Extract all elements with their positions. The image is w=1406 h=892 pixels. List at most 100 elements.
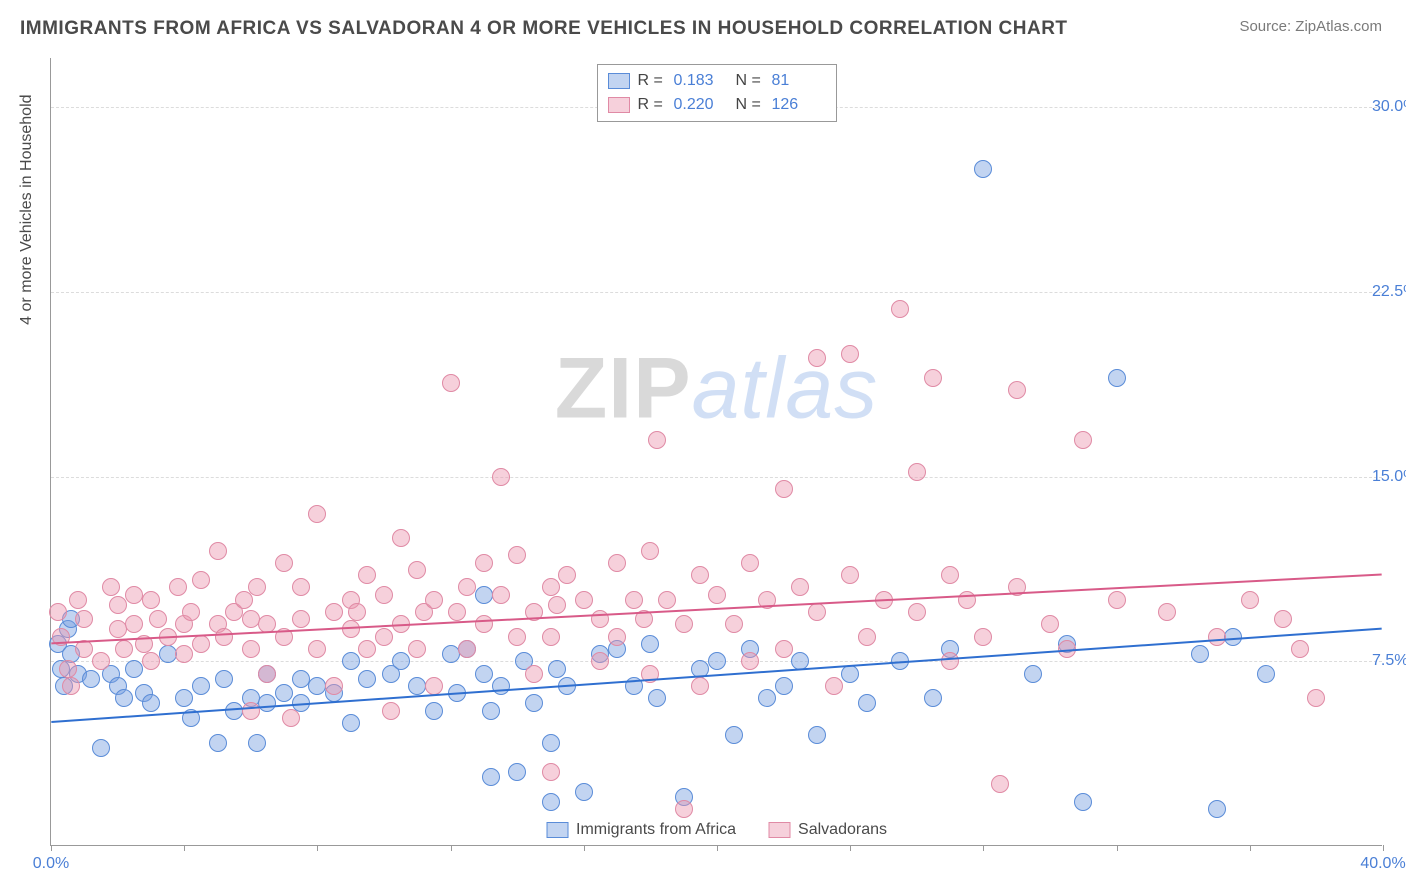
data-point <box>282 709 300 727</box>
data-point <box>275 684 293 702</box>
data-point <box>508 628 526 646</box>
r-label: R = <box>638 69 666 93</box>
data-point <box>758 591 776 609</box>
data-point <box>482 768 500 786</box>
data-point <box>242 640 260 658</box>
data-point <box>358 566 376 584</box>
data-point <box>115 640 133 658</box>
data-point <box>924 689 942 707</box>
data-point <box>192 635 210 653</box>
correlation-legend: R = 0.183 N = 81 R = 0.220 N = 126 <box>597 64 837 122</box>
n-label: N = <box>736 69 764 93</box>
gridline <box>51 661 1382 662</box>
data-point <box>109 620 127 638</box>
data-point <box>275 554 293 572</box>
data-point <box>725 726 743 744</box>
swatch-africa-icon <box>546 822 568 838</box>
data-point <box>1158 603 1176 621</box>
x-tick-label: 40.0% <box>1360 855 1405 873</box>
data-point <box>1291 640 1309 658</box>
watermark-atlas: atlas <box>692 340 879 436</box>
x-tick-mark <box>850 845 851 851</box>
data-point <box>82 670 100 688</box>
data-point <box>575 783 593 801</box>
data-point <box>135 635 153 653</box>
x-tick-mark <box>1383 845 1384 851</box>
data-point <box>392 529 410 547</box>
data-point <box>558 677 576 695</box>
data-point <box>275 628 293 646</box>
data-point <box>625 591 643 609</box>
data-point <box>525 694 543 712</box>
data-point <box>258 615 276 633</box>
data-point <box>492 586 510 604</box>
data-point <box>525 665 543 683</box>
data-point <box>542 793 560 811</box>
data-point <box>708 586 726 604</box>
data-point <box>75 610 93 628</box>
y-tick-label: 30.0% <box>1372 98 1406 116</box>
data-point <box>542 734 560 752</box>
data-point <box>225 702 243 720</box>
data-point <box>1058 635 1076 653</box>
data-point <box>392 615 410 633</box>
n-value-salvadorans: 126 <box>772 93 826 117</box>
swatch-africa <box>608 73 630 89</box>
data-point <box>69 591 87 609</box>
data-point <box>75 640 93 658</box>
data-point <box>192 571 210 589</box>
data-point <box>475 586 493 604</box>
x-tick-mark <box>317 845 318 851</box>
data-point <box>548 596 566 614</box>
data-point <box>608 554 626 572</box>
data-point <box>182 603 200 621</box>
data-point <box>1108 369 1126 387</box>
data-point <box>648 431 666 449</box>
data-point <box>974 160 992 178</box>
x-tick-mark <box>451 845 452 851</box>
data-point <box>448 603 466 621</box>
data-point <box>125 586 143 604</box>
data-point <box>608 628 626 646</box>
data-point <box>62 677 80 695</box>
series-legend: Immigrants from Africa Salvadorans <box>538 821 895 839</box>
data-point <box>258 665 276 683</box>
data-point <box>52 660 70 678</box>
data-point <box>924 369 942 387</box>
data-point <box>115 689 133 707</box>
data-point <box>242 689 260 707</box>
data-point <box>1108 591 1126 609</box>
data-point <box>458 640 476 658</box>
r-value-africa: 0.183 <box>674 69 728 93</box>
data-point <box>175 645 193 663</box>
data-point <box>358 670 376 688</box>
y-tick-label: 15.0% <box>1372 468 1406 486</box>
trend-line <box>51 574 1381 643</box>
data-point <box>1191 645 1209 663</box>
data-point <box>325 684 343 702</box>
r-value-salvadorans: 0.220 <box>674 93 728 117</box>
data-point <box>135 684 153 702</box>
data-point <box>1008 578 1026 596</box>
data-point <box>425 591 443 609</box>
y-tick-label: 22.5% <box>1372 283 1406 301</box>
x-tick-mark <box>1117 845 1118 851</box>
data-point <box>182 709 200 727</box>
data-point <box>125 615 143 633</box>
plot-area: ZIPatlas R = 0.183 N = 81 R = 0.220 N = … <box>50 58 1382 846</box>
y-tick-label: 7.5% <box>1372 652 1406 670</box>
data-point <box>991 775 1009 793</box>
data-point <box>342 620 360 638</box>
data-point <box>308 505 326 523</box>
scatter-layer <box>51 58 1382 845</box>
trend-lines-layer <box>51 58 1382 845</box>
data-point <box>1241 591 1259 609</box>
data-point <box>858 628 876 646</box>
data-point <box>958 591 976 609</box>
data-point <box>691 660 709 678</box>
data-point <box>525 603 543 621</box>
data-point <box>675 800 693 818</box>
legend-item-africa: Immigrants from Africa <box>546 821 736 839</box>
data-point <box>325 603 343 621</box>
data-point <box>1008 381 1026 399</box>
